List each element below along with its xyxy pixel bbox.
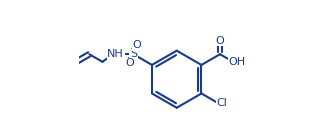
Text: S: S (130, 49, 137, 59)
Text: O: O (215, 36, 224, 46)
Text: NH: NH (107, 49, 124, 59)
Text: OH: OH (228, 57, 246, 67)
Text: O: O (132, 40, 141, 50)
Text: O: O (126, 58, 134, 68)
Text: Cl: Cl (216, 98, 227, 108)
